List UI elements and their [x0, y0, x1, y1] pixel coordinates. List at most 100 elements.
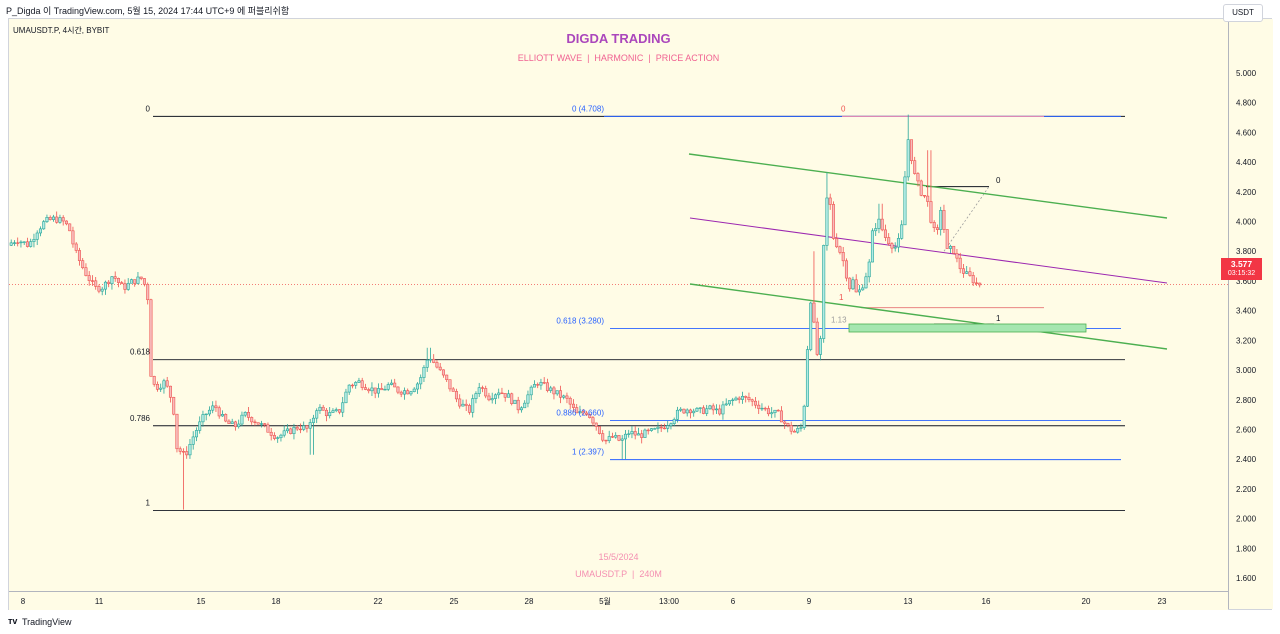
candle-body [224, 414, 228, 422]
candle-body [396, 386, 400, 393]
candle-body [841, 252, 845, 262]
fib-right-label: 0 (4.708) [572, 104, 604, 113]
candle-body [669, 423, 673, 426]
candle-body [344, 391, 348, 404]
price-chart[interactable]: 0 0.618 0.786 1 0 (4.708) 0.618 (3.280) 0.886 … [9, 19, 1228, 591]
candle-body [779, 410, 783, 423]
candle-body [321, 406, 325, 411]
candle-body [425, 359, 429, 368]
candle-body [640, 433, 644, 438]
candle-body [422, 366, 426, 378]
candle-body [883, 229, 887, 238]
candle-body [276, 437, 280, 439]
candle-body [22, 241, 26, 243]
candle-body [116, 278, 120, 283]
candle-body [51, 216, 55, 220]
candle-body [815, 321, 819, 355]
candle-body [861, 287, 865, 291]
candle-body [555, 390, 559, 395]
candle-body [100, 288, 104, 292]
candle-body [185, 451, 189, 456]
candle-body [298, 428, 302, 431]
candle-body [792, 430, 796, 433]
candle-body [207, 409, 211, 415]
price-tick-label: 3.800 [1236, 247, 1257, 256]
candle-body [194, 430, 198, 438]
publish-header: P_Digda 이 TradingView.com, 5월 15, 2024 1… [0, 0, 1280, 18]
candle-body [136, 276, 140, 284]
candle-body [71, 230, 75, 245]
time-tick-label: 20 [1082, 597, 1091, 606]
candle-body [269, 431, 273, 436]
currency-button[interactable]: USDT [1223, 4, 1263, 22]
candle-body [175, 413, 179, 450]
candle-body [682, 408, 686, 414]
wave-annotation: 1 [996, 314, 1001, 323]
candle-body [305, 425, 309, 429]
candle-body [679, 408, 683, 411]
time-axis[interactable]: 8 11 15 18 22 25 28 5월 13:00 6 9 13 16 20 23 [9, 591, 1228, 610]
price-axis[interactable]: 5.000 4.800 4.600 4.400 4.200 4.000 3.800 3.600… [1228, 19, 1273, 609]
candle-body [172, 396, 176, 415]
candle-body [844, 260, 848, 279]
candle-body [334, 409, 338, 412]
candle-body [12, 242, 16, 244]
candle-body [487, 395, 491, 401]
candle-body [692, 410, 696, 414]
candle-body [350, 384, 354, 387]
author-line: P_Digda 이 TradingView.com, 5월 15, 2024 1… [6, 6, 290, 16]
price-tick-label: 3.600 [1236, 277, 1257, 286]
candle-body [597, 426, 601, 434]
candle-body [610, 436, 614, 438]
candle-body [519, 407, 523, 411]
candle-body [55, 216, 59, 223]
candle-body [162, 380, 166, 389]
candle-body [770, 412, 774, 415]
candle-body [731, 399, 735, 402]
candle-body [789, 425, 793, 432]
candle-body [594, 422, 598, 427]
time-tick-label: 15 [197, 597, 206, 606]
candle-body [971, 275, 975, 284]
candle-body [48, 217, 52, 220]
candle-body [552, 387, 556, 395]
candle-body [458, 398, 462, 407]
candle-body [900, 224, 904, 239]
chart-frame[interactable]: 0 0.618 0.786 1 0 (4.708) 0.618 (3.280) 0.886 … [8, 18, 1273, 610]
candle-body [45, 217, 49, 222]
candle-body [565, 395, 569, 399]
candle-body [711, 405, 715, 411]
candle-body [961, 268, 965, 274]
symbol-legend[interactable]: UMAUSDT.P, 4시간, BYBIT [13, 26, 110, 35]
candle-body [974, 282, 978, 284]
candle-body [978, 282, 982, 286]
candle-body [913, 160, 917, 174]
candle-body [373, 387, 377, 394]
candle-body [523, 402, 527, 409]
candle-body [796, 428, 800, 433]
candle-body [828, 197, 832, 205]
candle-body [58, 217, 62, 223]
candle-body [604, 439, 608, 442]
candle-body [952, 245, 956, 254]
candle-body [129, 279, 133, 284]
candle-body [926, 195, 930, 202]
candle-body [958, 257, 962, 270]
candle-body [168, 385, 172, 398]
candle-body [74, 243, 78, 251]
channel-mid-line [689, 217, 1168, 284]
candle-body [623, 433, 627, 440]
candle-body [188, 444, 192, 456]
candle-body [178, 448, 182, 452]
last-price: 3.577 [1230, 259, 1253, 269]
candle-body [705, 408, 709, 414]
candle-body [302, 425, 306, 430]
candle-body [285, 428, 289, 432]
candle-body [636, 433, 640, 436]
candle-body [874, 228, 878, 232]
candle-body [935, 227, 939, 230]
candle-body [191, 436, 195, 445]
price-tick-label: 3.400 [1236, 307, 1257, 316]
candle-body [474, 393, 478, 399]
candle-body [493, 394, 497, 399]
